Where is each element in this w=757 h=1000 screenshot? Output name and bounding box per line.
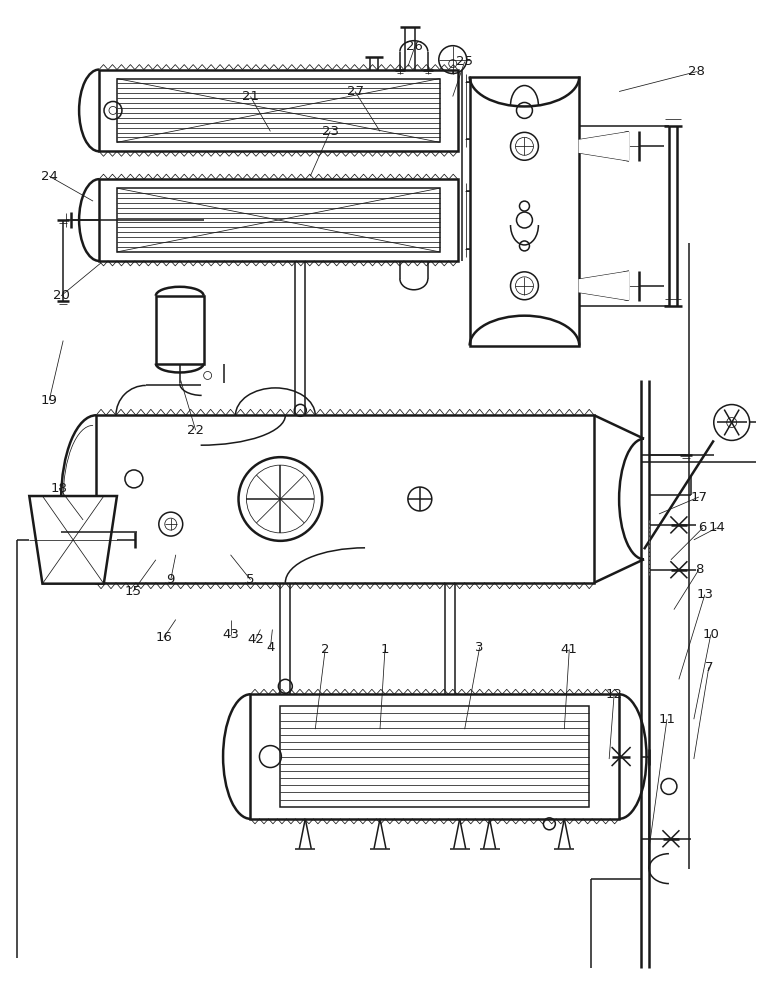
Polygon shape: [30, 496, 117, 584]
Text: 22: 22: [187, 424, 204, 437]
Text: 23: 23: [322, 125, 338, 138]
Bar: [117, 79, 440, 142]
Bar: [96, 415, 594, 583]
Text: 10: 10: [702, 628, 719, 641]
Text: 28: 28: [688, 65, 706, 78]
Text: 14: 14: [709, 521, 725, 534]
Text: 8: 8: [695, 563, 703, 576]
Bar: [99, 70, 458, 151]
Text: 21: 21: [242, 90, 259, 103]
Text: 20: 20: [53, 289, 70, 302]
Bar: [280, 706, 589, 807]
Text: 11: 11: [659, 713, 675, 726]
Text: 1: 1: [381, 643, 389, 656]
Text: 5: 5: [246, 573, 254, 586]
Text: 13: 13: [696, 588, 713, 601]
Text: 3: 3: [475, 641, 484, 654]
Bar: [156, 296, 204, 364]
Text: 42: 42: [247, 633, 264, 646]
Text: 12: 12: [606, 688, 622, 701]
Bar: [469, 77, 579, 346]
Text: 18: 18: [51, 482, 67, 495]
Text: 4: 4: [266, 641, 275, 654]
Text: 17: 17: [690, 491, 707, 504]
Text: 16: 16: [155, 631, 173, 644]
Text: 26: 26: [407, 40, 423, 53]
Bar: [99, 179, 458, 261]
Text: 25: 25: [456, 55, 473, 68]
Text: 2: 2: [321, 643, 329, 656]
Text: 27: 27: [347, 85, 363, 98]
Text: 24: 24: [41, 170, 58, 183]
Text: 19: 19: [41, 394, 58, 407]
Bar: [251, 694, 619, 819]
Text: 43: 43: [222, 628, 239, 641]
Text: 15: 15: [124, 585, 142, 598]
Polygon shape: [579, 132, 629, 160]
Text: 6: 6: [699, 521, 707, 534]
Bar: [117, 188, 440, 252]
Text: 9: 9: [167, 573, 175, 586]
Text: 7: 7: [705, 661, 713, 674]
Text: 41: 41: [561, 643, 578, 656]
Polygon shape: [579, 272, 629, 300]
